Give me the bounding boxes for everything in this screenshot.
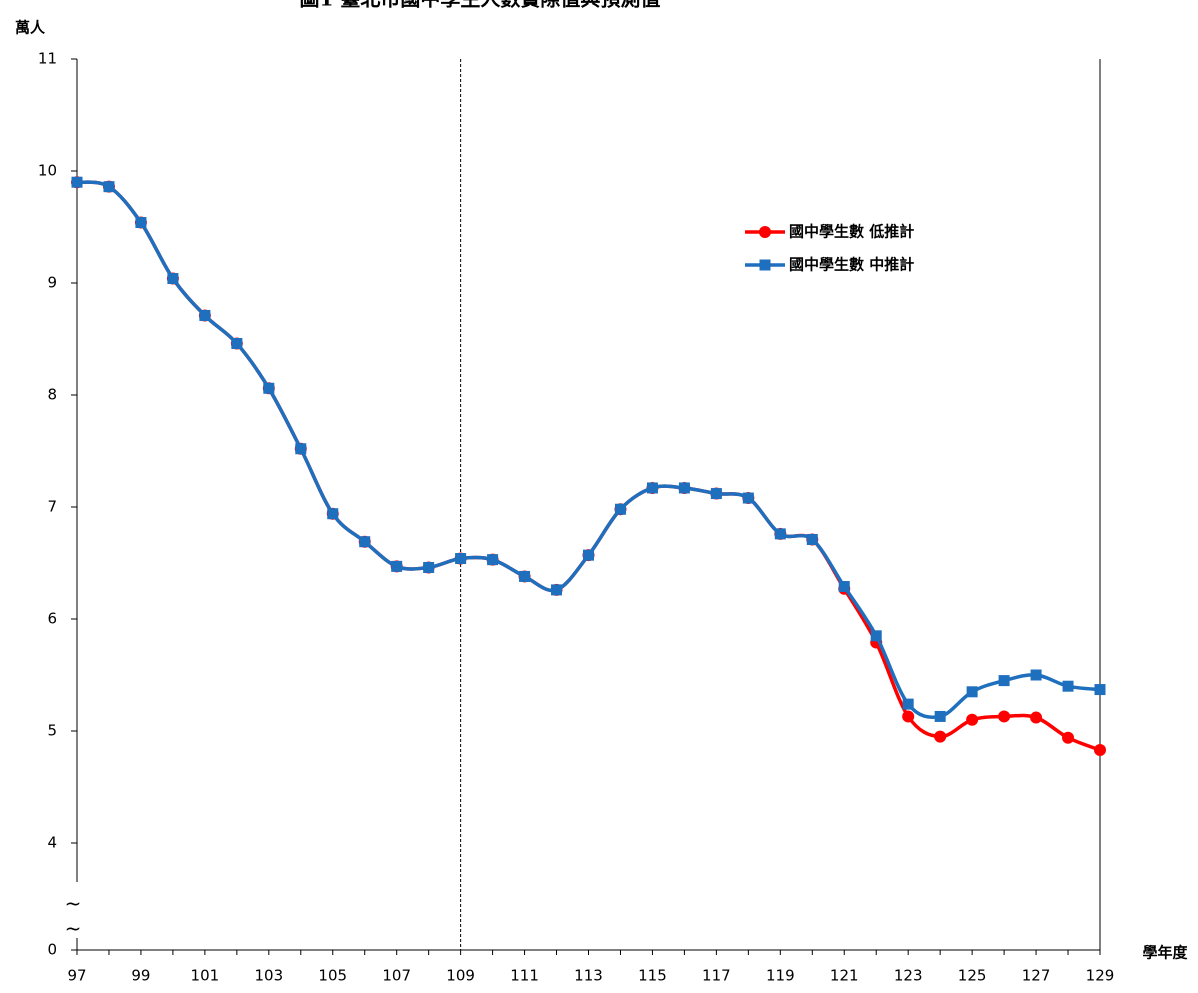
point <box>519 570 531 582</box>
y-tick-label: 8 <box>47 386 57 404</box>
point <box>1094 744 1106 757</box>
point <box>774 528 786 540</box>
point <box>1030 669 1042 681</box>
point <box>759 259 771 271</box>
point <box>902 710 915 723</box>
x-tick-label: 105 <box>318 967 347 985</box>
point <box>934 710 946 722</box>
point <box>359 536 371 548</box>
point <box>455 553 467 565</box>
x-tick-label: 115 <box>638 967 667 985</box>
y-tick-label: 6 <box>47 610 57 628</box>
point <box>327 508 339 520</box>
x-tick-label: 99 <box>131 967 150 985</box>
point <box>710 488 722 500</box>
point <box>1094 684 1106 696</box>
x-tick-label: 113 <box>574 967 603 985</box>
x-tick-label: 127 <box>1022 967 1051 985</box>
series-line <box>76 180 1101 720</box>
series-line <box>76 180 1101 752</box>
point <box>487 554 499 566</box>
point <box>742 492 754 504</box>
point <box>806 533 818 545</box>
x-tick-label: 129 <box>1086 967 1115 985</box>
point <box>759 226 771 238</box>
point <box>966 713 979 726</box>
x-tick-label: 107 <box>382 967 411 985</box>
point <box>614 503 626 515</box>
point <box>423 561 435 573</box>
x-tick-label: 109 <box>446 967 475 985</box>
axis-break: ~ <box>65 917 82 941</box>
point <box>103 181 115 193</box>
x-tick-label: 103 <box>254 967 283 985</box>
point <box>135 217 147 229</box>
legend-label: 國中學生數 低推計 <box>789 223 914 241</box>
point <box>934 730 947 743</box>
point <box>263 382 275 394</box>
y-tick-label: 10 <box>38 162 57 180</box>
y-tick-label: 0 <box>47 941 57 959</box>
y-axis-label: 萬人 <box>15 19 46 37</box>
point <box>678 482 690 494</box>
point <box>583 549 594 561</box>
point <box>998 710 1011 723</box>
legend-label: 國中學生數 中推計 <box>789 256 914 274</box>
point <box>391 560 403 572</box>
x-tick-label: 125 <box>958 967 987 985</box>
point <box>71 176 83 188</box>
point <box>1062 731 1075 744</box>
y-tick-label: 4 <box>47 834 57 852</box>
y-tick-label: 11 <box>38 50 57 68</box>
x-tick-label: 121 <box>830 967 859 985</box>
point <box>646 482 658 494</box>
x-tick-label: 123 <box>894 967 923 985</box>
point <box>1062 680 1074 692</box>
y-tick-label: 9 <box>47 274 57 292</box>
point <box>167 273 179 285</box>
x-axis-label: 學年度 <box>1142 944 1188 962</box>
x-tick-label: 111 <box>510 967 539 985</box>
point <box>551 584 563 596</box>
x-tick-label: 117 <box>702 967 731 985</box>
chart-title: 圖1 臺北市國中學生人數實際值與預測值 <box>300 0 661 11</box>
point <box>998 675 1010 687</box>
point <box>295 443 307 455</box>
point <box>966 686 978 698</box>
point <box>231 337 243 349</box>
point <box>870 630 882 642</box>
point <box>838 581 850 593</box>
point <box>1030 711 1043 724</box>
point <box>199 309 211 321</box>
x-tick-label: 97 <box>67 967 86 985</box>
y-tick-label: 5 <box>47 722 57 740</box>
point <box>902 698 914 710</box>
x-tick-label: 101 <box>191 967 220 985</box>
y-tick-label: 7 <box>47 498 57 516</box>
x-tick-label: 119 <box>766 967 795 985</box>
axis-break: ~ <box>65 892 82 916</box>
